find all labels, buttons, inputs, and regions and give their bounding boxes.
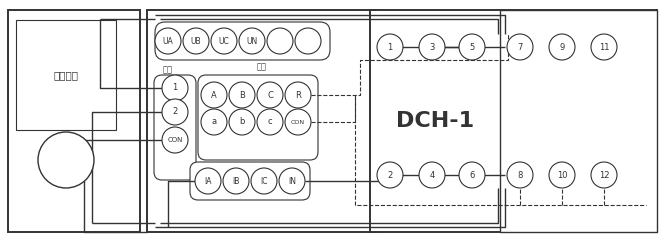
Text: 9: 9 (559, 43, 565, 52)
Circle shape (591, 162, 617, 188)
Circle shape (251, 168, 277, 194)
Circle shape (459, 162, 485, 188)
Text: UC: UC (219, 37, 229, 45)
Text: CON: CON (168, 137, 183, 143)
Circle shape (507, 34, 533, 60)
Circle shape (279, 168, 305, 194)
Circle shape (195, 168, 221, 194)
Bar (147, 10, 377, 232)
Text: 直流试验: 直流试验 (53, 70, 78, 80)
Circle shape (419, 34, 445, 60)
Circle shape (549, 34, 575, 60)
Text: 10: 10 (557, 171, 567, 180)
Circle shape (162, 99, 188, 125)
Circle shape (285, 109, 311, 135)
Text: DCH-1: DCH-1 (396, 111, 474, 131)
Circle shape (162, 75, 188, 101)
Circle shape (285, 82, 311, 108)
Bar (16, 20, 116, 130)
Text: 8: 8 (517, 171, 523, 180)
Text: 1: 1 (172, 83, 178, 92)
Circle shape (211, 28, 237, 54)
Text: 6: 6 (469, 171, 475, 180)
Text: IC: IC (260, 176, 268, 186)
Circle shape (257, 82, 283, 108)
Text: A: A (211, 91, 217, 99)
Text: CON: CON (291, 120, 305, 124)
Text: 7: 7 (517, 43, 523, 52)
Circle shape (155, 28, 181, 54)
Circle shape (507, 162, 533, 188)
Text: C: C (267, 91, 273, 99)
Text: 3: 3 (430, 43, 435, 52)
Text: B: B (239, 91, 245, 99)
Text: 1: 1 (388, 43, 392, 52)
Circle shape (377, 34, 403, 60)
Circle shape (295, 28, 321, 54)
Text: 11: 11 (598, 43, 609, 52)
Circle shape (377, 162, 403, 188)
Circle shape (38, 132, 94, 188)
Text: UB: UB (191, 37, 201, 45)
Circle shape (223, 168, 249, 194)
Circle shape (183, 28, 209, 54)
FancyBboxPatch shape (154, 75, 196, 180)
Circle shape (549, 162, 575, 188)
Circle shape (229, 82, 255, 108)
Text: IB: IB (232, 176, 239, 186)
Text: c: c (268, 118, 272, 127)
Circle shape (267, 28, 293, 54)
Circle shape (257, 109, 283, 135)
Text: 2: 2 (172, 107, 178, 116)
FancyBboxPatch shape (198, 75, 318, 160)
Text: 开出: 开出 (163, 66, 173, 75)
FancyBboxPatch shape (155, 22, 330, 60)
Bar (8, 10, 140, 232)
Text: 2: 2 (388, 171, 392, 180)
Text: b: b (239, 118, 245, 127)
Circle shape (591, 34, 617, 60)
Text: R: R (295, 91, 301, 99)
Text: IN: IN (288, 176, 296, 186)
Circle shape (162, 127, 188, 153)
Circle shape (419, 162, 445, 188)
Text: UA: UA (163, 37, 174, 45)
Circle shape (201, 82, 227, 108)
Text: 5: 5 (469, 43, 475, 52)
Circle shape (239, 28, 265, 54)
Bar (370, 10, 657, 232)
Text: 4: 4 (430, 171, 435, 180)
Bar (500, 10, 657, 232)
Text: IA: IA (204, 176, 211, 186)
Circle shape (201, 109, 227, 135)
FancyBboxPatch shape (190, 162, 310, 200)
Text: a: a (211, 118, 217, 127)
Circle shape (229, 109, 255, 135)
Text: 开入: 开入 (257, 62, 267, 71)
Text: 12: 12 (598, 171, 609, 180)
Text: UN: UN (246, 37, 257, 45)
Circle shape (459, 34, 485, 60)
